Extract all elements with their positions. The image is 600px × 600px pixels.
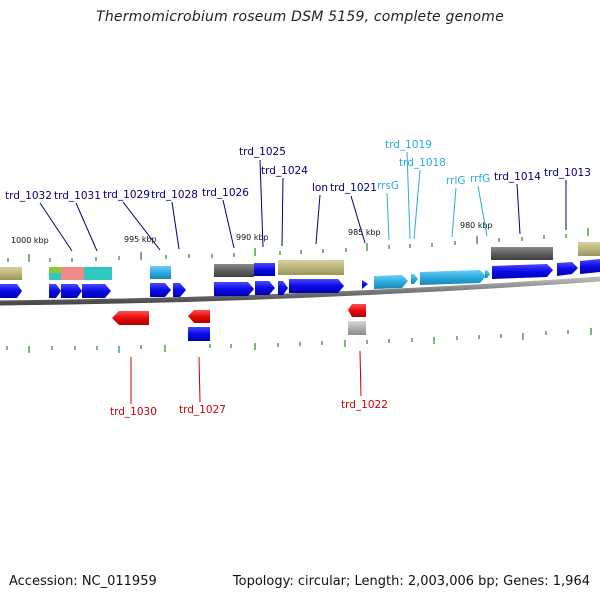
ruler-label-980kbp: 980 kbp [460, 221, 493, 230]
feature-box [84, 267, 112, 280]
rna-arrow [374, 275, 408, 289]
gene-arrow [289, 279, 344, 293]
rna-arrow [411, 274, 418, 284]
gene-label-trd-1026[interactable]: trd_1026 [202, 187, 249, 199]
gene-box [188, 327, 210, 341]
feature-box [278, 260, 344, 275]
gene-label-trd-1032[interactable]: trd_1032 [5, 190, 52, 202]
gene-label-trd-1028[interactable]: trd_1028 [151, 189, 198, 201]
genome-title: Thermomicrobium roseum DSM 5159, complet… [96, 9, 504, 25]
gene-arrow [255, 281, 275, 295]
genome-summary: Topology: circular; Length: 2,003,006 bp… [232, 574, 590, 589]
gene-arrow [82, 284, 111, 298]
gene-label-rrfG[interactable]: rrfG [470, 173, 490, 185]
rna-genes [374, 270, 490, 289]
feature-box [254, 263, 275, 276]
gene-label-trd-1013[interactable]: trd_1013 [544, 167, 591, 179]
gene-arrow-reverse [348, 304, 366, 317]
gene-label-rrsG[interactable]: rrsG [377, 180, 399, 192]
reverse-genes [112, 304, 366, 341]
label-leaders-bottom [130, 350, 362, 404]
feature-box [49, 273, 61, 280]
gene-label-trd-1014[interactable]: trd_1014 [494, 171, 541, 183]
gene-label-trd-1021[interactable]: trd_1021 [330, 182, 377, 194]
gene-arrow [492, 264, 553, 279]
feature-box [491, 247, 553, 260]
gene-label-trd-1025[interactable]: trd_1025 [239, 146, 286, 158]
feature-box [214, 264, 254, 277]
forward-genes [0, 259, 600, 298]
gene-arrow [278, 281, 288, 295]
gene-arrow [61, 284, 82, 298]
gene-arrow-reverse [112, 311, 149, 325]
gene-arrow [362, 280, 368, 289]
gene-label-trd-1024[interactable]: trd_1024 [261, 165, 308, 177]
ruler-label-995kbp: 995 kbp [124, 235, 157, 244]
feature-box [49, 267, 61, 273]
feature-boxes [0, 242, 600, 280]
gene-label-trd-1029[interactable]: trd_1029 [103, 189, 150, 201]
gene-labels: trd_1032 trd_1031 trd_1029 trd_1028 trd_… [5, 139, 591, 202]
ruler-label-990kbp: 990 kbp [236, 233, 269, 242]
gene-arrow [49, 284, 61, 298]
gene-arrow [580, 259, 600, 274]
label-leaders [39, 151, 567, 252]
ruler-label-985kbp: 985 kbp [348, 228, 381, 237]
gene-box [348, 321, 366, 335]
gene-label-trd-1019[interactable]: trd_1019 [385, 139, 432, 151]
ruler-label-1000kbp: 1000 kbp [11, 236, 49, 245]
gene-arrow [214, 282, 254, 296]
gene-arrow [0, 284, 22, 298]
gene-label-rrlG[interactable]: rrlG [446, 175, 466, 187]
gene-arrow-reverse [188, 310, 210, 323]
gene-arrow [150, 283, 171, 297]
feature-box [578, 242, 600, 256]
gene-label-trd-1027[interactable]: trd_1027 [179, 404, 226, 416]
gene-arrow [557, 262, 578, 276]
gene-label-trd-1018[interactable]: trd_1018 [399, 157, 446, 169]
inner-ruler [6, 328, 592, 353]
gene-label-trd-1031[interactable]: trd_1031 [54, 190, 101, 202]
feature-box [0, 267, 22, 280]
gene-arrow [173, 283, 186, 297]
rna-arrow [485, 270, 490, 278]
rna-arrow [420, 270, 486, 285]
feature-box [61, 267, 84, 280]
outer-ruler [7, 228, 589, 262]
gene-labels-bottom: trd_1030 trd_1027 trd_1022 [110, 399, 388, 418]
gene-label-trd-1030[interactable]: trd_1030 [110, 406, 157, 418]
gene-label-lon[interactable]: lon [312, 182, 328, 194]
feature-box [150, 266, 171, 279]
accession-label: Accession: NC_011959 [9, 574, 157, 589]
genome-backbone [0, 276, 600, 306]
gene-label-trd-1022[interactable]: trd_1022 [341, 399, 388, 411]
